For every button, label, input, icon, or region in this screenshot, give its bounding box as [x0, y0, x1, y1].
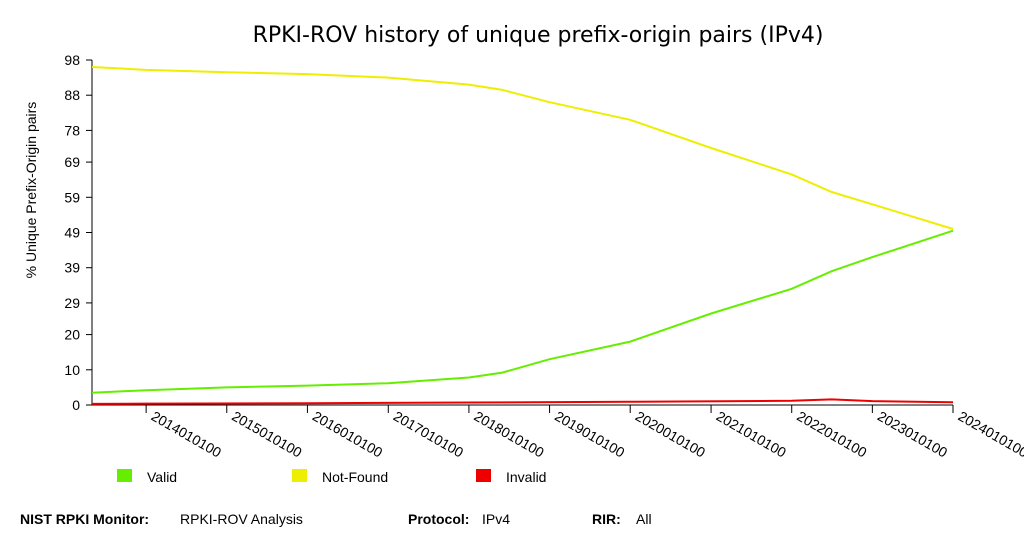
- legend-label-not-found: Not-Found: [322, 469, 388, 485]
- x-tick-label: 2020010100: [633, 408, 709, 461]
- rir-key: RIR:: [592, 511, 621, 527]
- y-tick-label: 10: [64, 362, 80, 378]
- y-tick-label: 29: [64, 295, 80, 311]
- legend-label-valid: Valid: [147, 469, 177, 485]
- protocol-key: Protocol:: [408, 511, 470, 527]
- y-tick-label: 59: [64, 189, 80, 205]
- footer: NIST RPKI Monitor: RPKI-ROV Analysis Pro…: [0, 511, 1024, 531]
- legend-swatch-invalid: [476, 469, 491, 482]
- y-tick-label: 39: [64, 260, 80, 276]
- y-tick-label: 78: [64, 122, 80, 138]
- monitor-value: RPKI-ROV Analysis: [180, 511, 303, 527]
- axes: 0 10 20 29 39 49 59 69 78 88 98 2014010100 201501010…: [64, 52, 1024, 461]
- y-tick-label: 0: [72, 397, 80, 413]
- series-line-not-found: [91, 66, 954, 230]
- rov-history-chart: RPKI-ROV history of unique prefix-origin…: [23, 23, 1024, 485]
- monitor-key: NIST RPKI Monitor:: [20, 511, 150, 527]
- series-group: [91, 66, 954, 405]
- x-tick-label: 2015010100: [229, 408, 305, 461]
- x-tick-label: 2024010100: [956, 408, 1024, 461]
- y-tick-label: 98: [64, 52, 80, 68]
- y-axis-label: % Unique Prefix-Origin pairs: [23, 102, 39, 279]
- chart-title: RPKI-ROV history of unique prefix-origin…: [253, 23, 824, 48]
- x-tick-label: 2021010100: [714, 408, 790, 461]
- protocol-value: IPv4: [482, 511, 511, 527]
- y-tick-label: 88: [64, 87, 80, 103]
- legend-label-invalid: Invalid: [506, 469, 546, 485]
- y-tick-label: 69: [64, 154, 80, 170]
- x-tick-label: 2018010100: [471, 408, 547, 461]
- legend: Valid Not-Found Invalid: [117, 469, 546, 485]
- x-tick-label: 2023010100: [875, 408, 951, 461]
- y-tick-label: 20: [64, 327, 80, 343]
- x-tick-label: 2017010100: [391, 408, 467, 461]
- legend-swatch-not-found: [292, 469, 307, 482]
- x-tick-label: 2019010100: [552, 408, 628, 461]
- x-tick-label: 2016010100: [310, 408, 386, 461]
- series-line-invalid: [91, 398, 954, 405]
- rir-value: All: [636, 511, 652, 527]
- series-line-valid: [91, 229, 954, 394]
- y-tick-label: 49: [64, 225, 80, 241]
- x-tick-label: 2014010100: [149, 408, 225, 461]
- x-tick-label: 2022010100: [794, 408, 870, 461]
- legend-swatch-valid: [117, 469, 132, 482]
